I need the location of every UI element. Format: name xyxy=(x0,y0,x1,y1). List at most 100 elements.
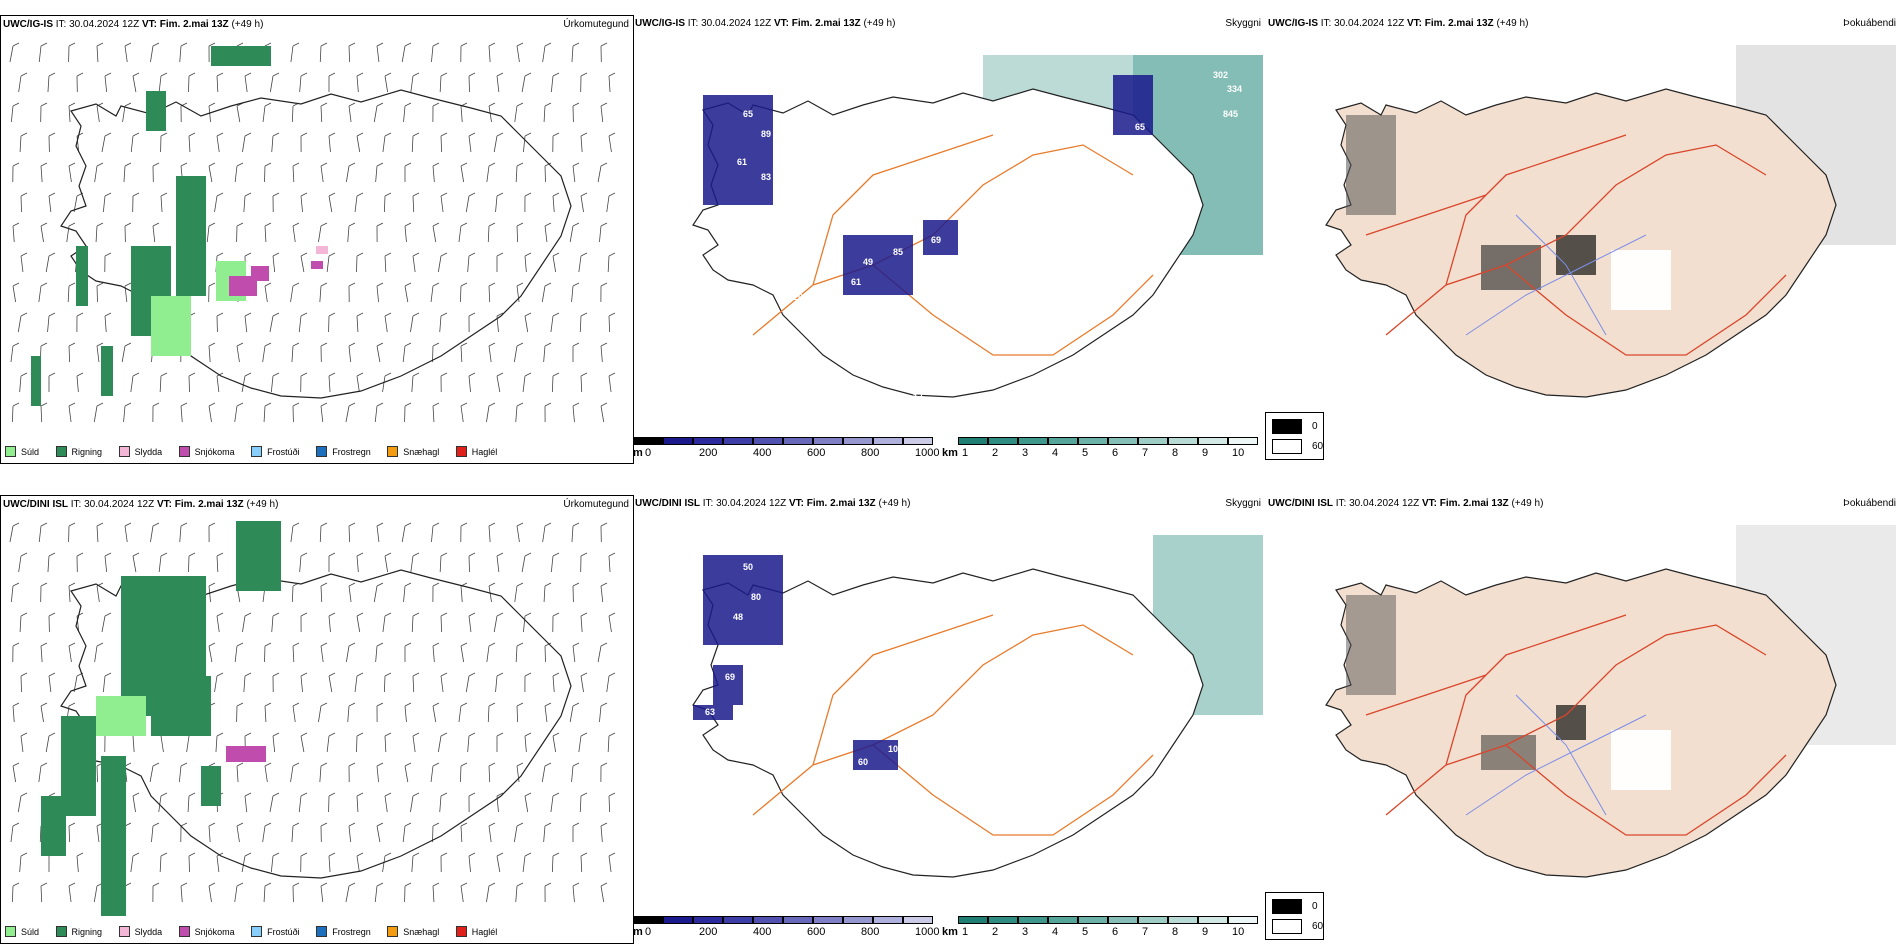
wind-barb xyxy=(300,192,308,213)
wind-barb xyxy=(522,852,532,873)
wind-barb xyxy=(440,612,448,633)
wind-barb xyxy=(47,72,56,93)
wind-barb xyxy=(376,822,384,843)
colorbar-tick: 5 xyxy=(1082,926,1089,938)
colorbar-segment xyxy=(1168,437,1198,445)
wind-barb xyxy=(468,72,476,93)
wind-barb xyxy=(328,552,336,572)
wind-barb xyxy=(215,732,224,753)
wind-barb xyxy=(404,282,412,303)
wind-barb xyxy=(318,222,328,243)
it-label: IT: xyxy=(55,19,67,30)
wind-barb xyxy=(401,42,412,63)
wind-barb xyxy=(460,162,468,183)
wind-barb xyxy=(68,42,76,63)
wind-barb xyxy=(376,42,384,63)
wind-barb xyxy=(460,822,468,843)
legend-item: Haglél xyxy=(455,926,497,937)
wind-barb xyxy=(12,702,20,723)
it-label: IT: xyxy=(1335,498,1347,509)
km-colorbar-top: km 1 2 3 4 5 6 7 8 9 10 xyxy=(942,437,1262,465)
wind-barb xyxy=(382,612,392,633)
wind-barb xyxy=(272,252,280,273)
lead-time: (+49 h) xyxy=(246,499,279,510)
wind-barb xyxy=(236,822,244,843)
coastline xyxy=(60,89,572,399)
wind-barb xyxy=(348,822,356,843)
wind-barb xyxy=(345,642,356,663)
wind-barb xyxy=(496,252,504,272)
wind-barb xyxy=(158,72,168,93)
colorbar-segment xyxy=(1018,437,1048,445)
wind-barb xyxy=(550,312,560,333)
legend-item: Frostregn xyxy=(316,926,371,937)
wind-barb xyxy=(597,162,608,183)
wind-barb xyxy=(272,192,280,213)
wind-barb xyxy=(298,312,308,333)
colorbar-tick: 200 xyxy=(699,926,718,938)
precip-legend: Súld Rigning Slydda Snjókoma Frostúði Fr… xyxy=(5,446,511,462)
wind-barb xyxy=(384,732,392,753)
wind-barb xyxy=(440,372,448,393)
wind-barb xyxy=(495,672,504,693)
wind-barb xyxy=(269,72,280,93)
wind-barb xyxy=(18,72,28,93)
wind-barb xyxy=(66,222,76,243)
wind-barb xyxy=(493,612,504,633)
colorbar-tick: 6 xyxy=(1112,447,1119,459)
colorbar-segment xyxy=(873,437,903,445)
wind-barb xyxy=(496,72,504,93)
meters-colorbar-bottom: m 0 200 400 600 800 1000 xyxy=(633,916,939,944)
wind-barb xyxy=(600,402,608,423)
unit-label: m xyxy=(633,447,643,459)
wind-barb xyxy=(149,762,160,783)
wind-barb xyxy=(460,402,468,423)
wind-barb xyxy=(544,882,552,903)
vis-label: 60 xyxy=(938,745,948,755)
wind-barb xyxy=(571,282,580,303)
colorbar-segment xyxy=(873,916,903,924)
wind-barb xyxy=(124,282,132,303)
wind-barb xyxy=(263,402,272,423)
wind-barb xyxy=(47,552,56,573)
legend-item: Súld xyxy=(5,926,39,937)
wind-barb xyxy=(130,852,140,873)
wind-barb xyxy=(40,882,48,903)
colorbar-tick: 0 xyxy=(645,926,652,938)
wind-barb xyxy=(600,522,608,543)
vis-label: 302 xyxy=(1213,70,1228,80)
wind-barb xyxy=(104,72,112,93)
wind-barb xyxy=(158,552,168,573)
wind-barb xyxy=(515,882,524,903)
wind-barb xyxy=(208,342,216,363)
vis-label: 24 xyxy=(1028,282,1038,292)
vt-label: VT: xyxy=(1421,498,1437,509)
visibility-map: 302 334 845 65 89 61 83 49 85 69 129 61 … xyxy=(692,55,1263,402)
wind-barb xyxy=(569,702,580,723)
wind-barb xyxy=(300,732,308,753)
panel-title-visibility: Skyggni xyxy=(1225,498,1261,509)
legend-swatch xyxy=(455,926,467,937)
wind-barb xyxy=(404,882,412,903)
wind-barb xyxy=(572,582,580,603)
wind-barb xyxy=(374,402,384,423)
wind-barb xyxy=(439,552,448,573)
wind-barb xyxy=(432,222,440,243)
colorbar-segment xyxy=(753,916,783,924)
wind-barb xyxy=(208,42,216,63)
wind-barb xyxy=(318,702,328,723)
wind-barb xyxy=(345,402,356,423)
legend-swatch xyxy=(387,926,399,937)
panel-header: UWC/IG-IS IT: 30.04.2024 12Z VT: Fim. 2.… xyxy=(3,19,263,30)
colorbar-tick: 9 xyxy=(1202,447,1209,459)
wind-barb xyxy=(19,372,28,393)
wind-barb xyxy=(384,312,392,333)
wind-barb xyxy=(571,762,580,783)
wind-barb xyxy=(300,372,308,393)
panel-header: UWC/DINI ISL IT: 30.04.2024 12Z VT: Fim.… xyxy=(635,498,910,509)
vis-label: 83 xyxy=(761,172,771,182)
wind-barb xyxy=(458,222,468,243)
wind-barb xyxy=(348,582,356,603)
wind-barb xyxy=(521,552,532,573)
colorbar-tick: 1 xyxy=(962,447,969,459)
